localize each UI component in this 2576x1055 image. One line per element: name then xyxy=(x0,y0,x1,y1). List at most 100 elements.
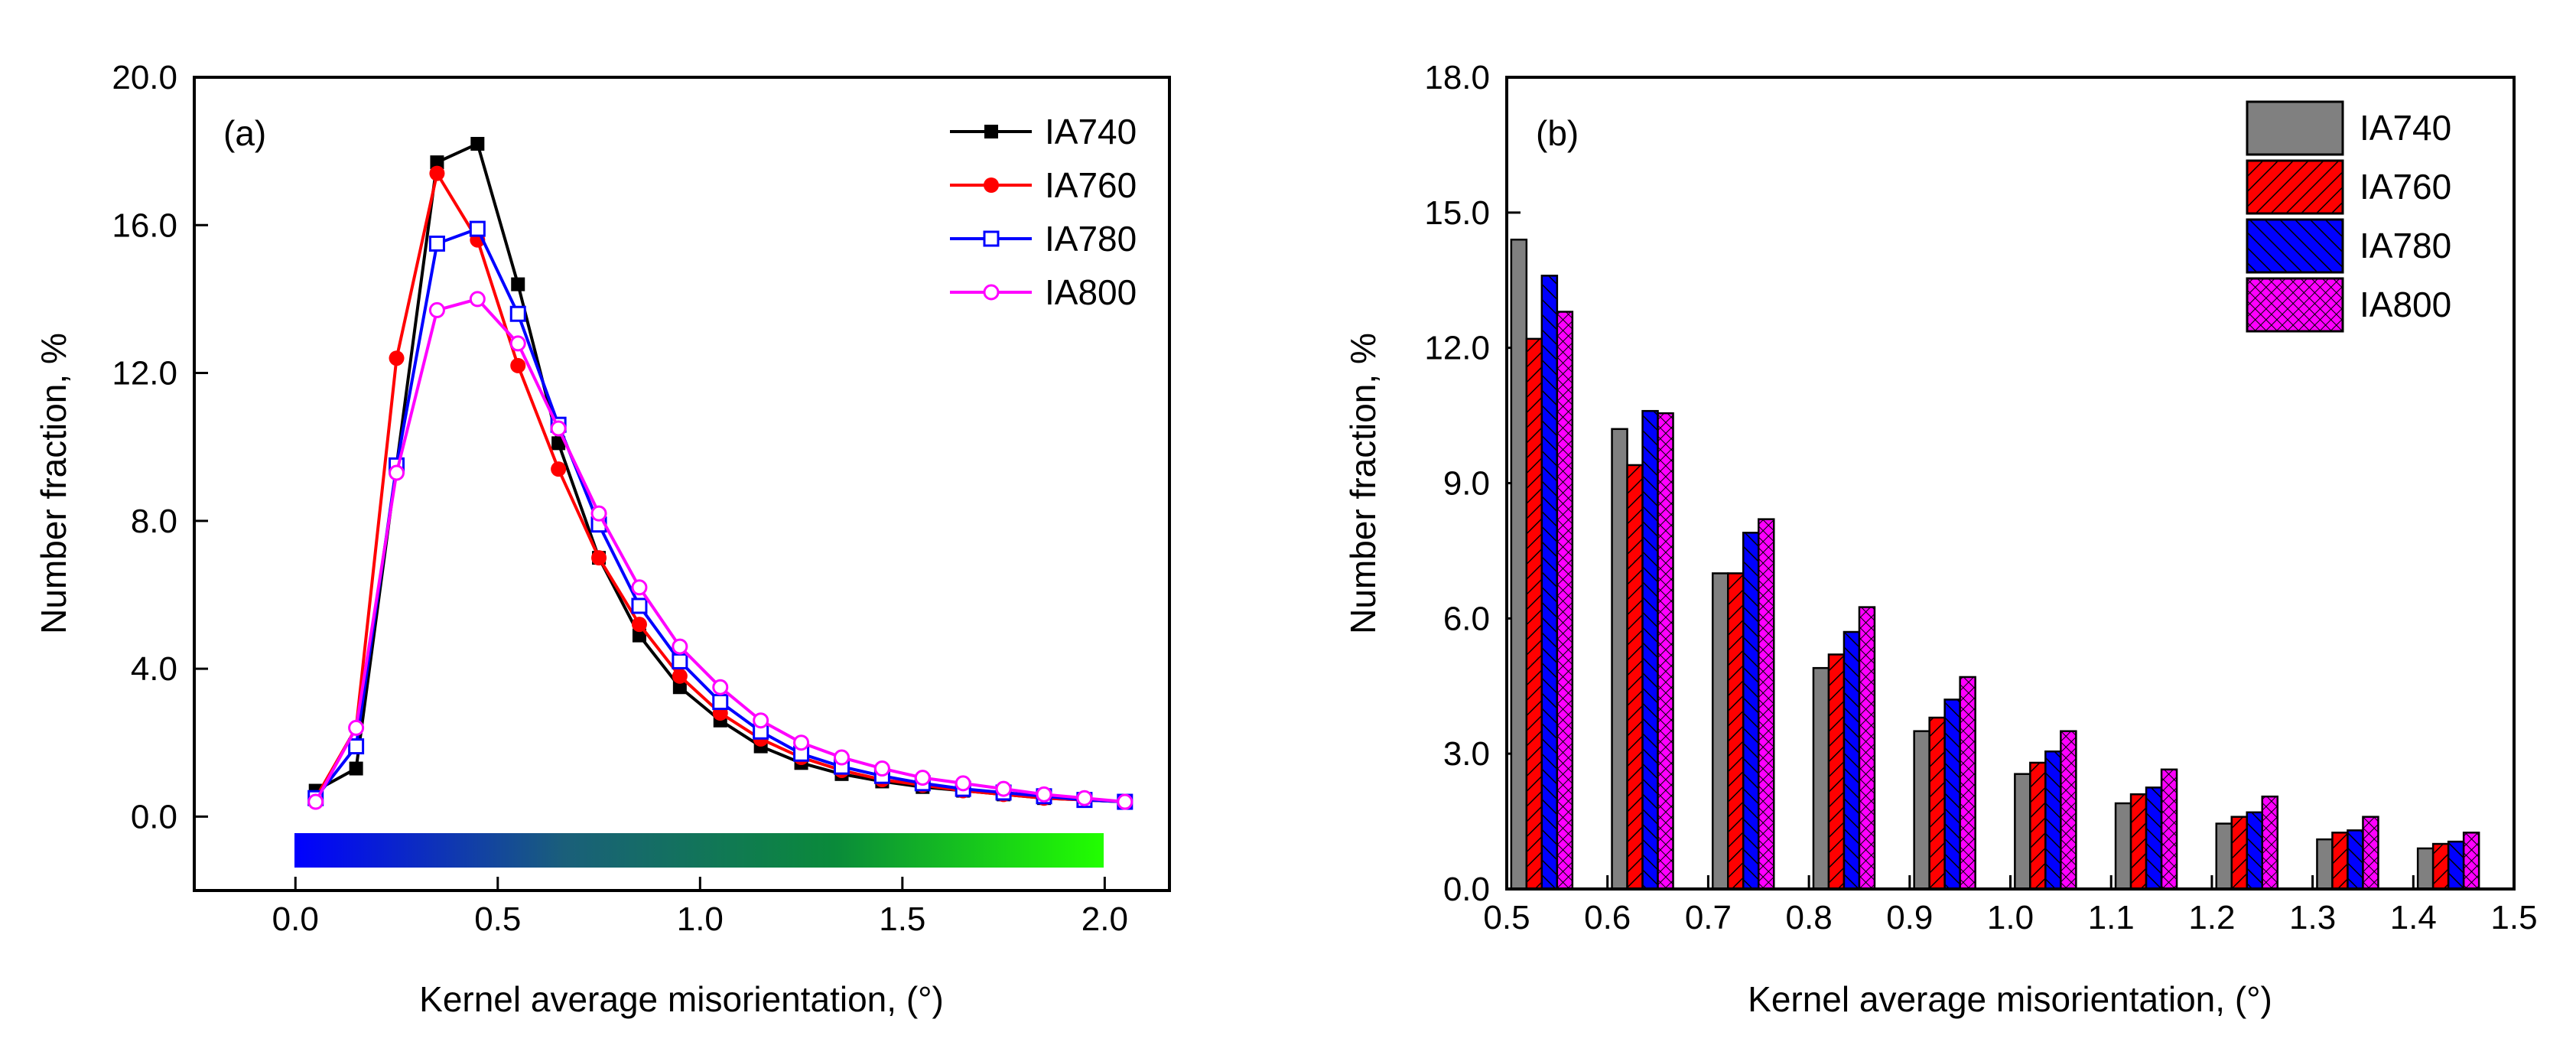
data-point-IA740 xyxy=(551,436,566,451)
y-tick-label: 12.0 xyxy=(112,355,177,392)
bar-IA760 xyxy=(2230,816,2248,891)
data-point-IA780 xyxy=(631,598,648,614)
bar-IA740 xyxy=(2416,847,2435,891)
y-tick-label: 4.0 xyxy=(131,650,177,688)
bar-IA780 xyxy=(1843,630,1861,891)
x-tick-label: 1.4 xyxy=(2390,899,2437,936)
panel-b-y-axis-label: Number fraction, % xyxy=(1343,333,1383,634)
bar-IA780 xyxy=(2044,750,2062,891)
bar-IA780 xyxy=(1641,409,1659,891)
data-point-IA800 xyxy=(631,579,648,596)
legend-swatch-IA760 xyxy=(2246,159,2344,215)
panel-b-legend: IA740 IA760 IA780 IA800 xyxy=(2246,100,2451,333)
legend-marker-IA760 xyxy=(984,177,999,193)
panel-a-axes-frame xyxy=(193,76,1171,892)
legend-label-IA800: IA800 xyxy=(1045,272,1137,312)
legend-marker-IA800 xyxy=(983,284,1000,301)
bar-IA800 xyxy=(1657,412,1674,891)
data-point-IA740 xyxy=(632,628,646,643)
bar-IA760 xyxy=(2129,793,2148,891)
x-tick-label: 1.1 xyxy=(2088,899,2135,936)
legend-marker-IA780 xyxy=(983,230,1000,247)
bar-IA740 xyxy=(2215,822,2233,891)
panel-a-y-axis-label: Number fraction, % xyxy=(34,333,73,634)
bar-IA760 xyxy=(1626,464,1644,891)
bar-IA760 xyxy=(1727,572,1745,891)
bar-IA780 xyxy=(2145,786,2163,891)
bar-IA800 xyxy=(1758,518,1775,891)
data-point-IA780 xyxy=(712,694,729,711)
data-point-IA800 xyxy=(753,712,769,729)
y-tick-label: 3.0 xyxy=(1443,735,1490,773)
series-IA760 xyxy=(307,165,1133,810)
data-point-IA800 xyxy=(469,291,486,308)
data-point-IA800 xyxy=(955,775,971,792)
bar-IA760 xyxy=(2431,842,2450,891)
data-point-IA760 xyxy=(551,461,567,477)
bar-IA740 xyxy=(1913,730,1930,891)
x-tick-label: 1.0 xyxy=(1987,899,2034,936)
x-tick-label: 0.6 xyxy=(1584,899,1631,936)
data-point-IA760 xyxy=(510,357,526,373)
y-tick-label: 0.0 xyxy=(131,798,177,835)
data-point-IA800 xyxy=(389,464,405,481)
x-tick-label: 0.0 xyxy=(272,900,319,938)
y-tick-label: 20.0 xyxy=(112,59,177,96)
x-tick-label: 0.5 xyxy=(1483,899,1530,936)
data-point-IA740 xyxy=(672,680,687,695)
panel-a-line-chart: (a) Kernel average misorientation, (°) N… xyxy=(34,59,1171,1019)
data-point-IA800 xyxy=(712,679,729,695)
data-point-IA740 xyxy=(349,761,363,776)
bar-IA800 xyxy=(1556,311,1574,891)
x-tick-label: 0.5 xyxy=(474,900,521,938)
bar-IA800 xyxy=(1858,606,1876,891)
y-tick-label: 6.0 xyxy=(1443,600,1490,637)
bar-IA740 xyxy=(1812,666,1830,891)
bar-IA740 xyxy=(1510,238,1528,891)
y-tick-label: 16.0 xyxy=(112,207,177,244)
data-point-IA760 xyxy=(429,165,445,181)
y-tick-label: 0.0 xyxy=(1443,871,1490,908)
panel-b-bar-chart: (b) Kernel average misorientation, (°) N… xyxy=(1343,59,2538,1019)
legend-swatch-IA740 xyxy=(2246,100,2344,156)
y-tick-label: 15.0 xyxy=(1424,194,1490,232)
legend-label-IA740: IA740 xyxy=(1045,112,1137,151)
series-IA800 xyxy=(307,291,1134,810)
data-point-IA760 xyxy=(591,550,607,566)
bar-IA740 xyxy=(2316,838,2334,891)
bar-IA780 xyxy=(1540,275,1559,891)
bar-IA740 xyxy=(1712,572,1729,891)
bar-IA760 xyxy=(1827,653,1846,891)
panel-a-label: (a) xyxy=(223,113,266,153)
legend-label-IA780: IA780 xyxy=(1045,219,1137,259)
x-tick-label: 1.5 xyxy=(879,900,925,938)
data-point-IA800 xyxy=(348,719,365,736)
x-tick-label: 0.7 xyxy=(1685,899,1732,936)
data-point-IA800 xyxy=(793,734,810,751)
bar-IA740 xyxy=(2014,773,2031,891)
legend-label-IA760: IA760 xyxy=(1045,165,1137,205)
panel-b-label: (b) xyxy=(1536,113,1579,153)
data-point-IA800 xyxy=(672,638,688,655)
data-point-IA740 xyxy=(470,136,485,151)
data-point-IA800 xyxy=(509,335,526,352)
data-point-IA780 xyxy=(672,653,688,669)
data-point-IA800 xyxy=(1117,793,1134,810)
y-tick-label: 8.0 xyxy=(131,503,177,540)
bar-IA780 xyxy=(1742,532,1760,891)
panel-b-x-axis-label: Kernel average misorientation, (°) xyxy=(1748,979,2272,1019)
data-point-IA780 xyxy=(348,738,365,755)
legend-label-IA800: IA800 xyxy=(2360,285,2451,324)
x-tick-label: 1.3 xyxy=(2289,899,2336,936)
data-point-IA800 xyxy=(428,301,445,318)
bar-IA740 xyxy=(2114,802,2132,891)
data-point-IA780 xyxy=(428,235,445,252)
data-point-IA800 xyxy=(873,760,890,777)
data-point-IA800 xyxy=(590,505,607,522)
data-point-IA800 xyxy=(1036,786,1052,803)
panel-a-legend: IA740 IA760 IA780 IA800 xyxy=(950,112,1137,312)
legend-swatch-IA800 xyxy=(2246,277,2344,333)
data-point-IA800 xyxy=(914,770,931,786)
bar-IA800 xyxy=(2362,816,2379,891)
legend-marker-IA740 xyxy=(984,125,998,138)
